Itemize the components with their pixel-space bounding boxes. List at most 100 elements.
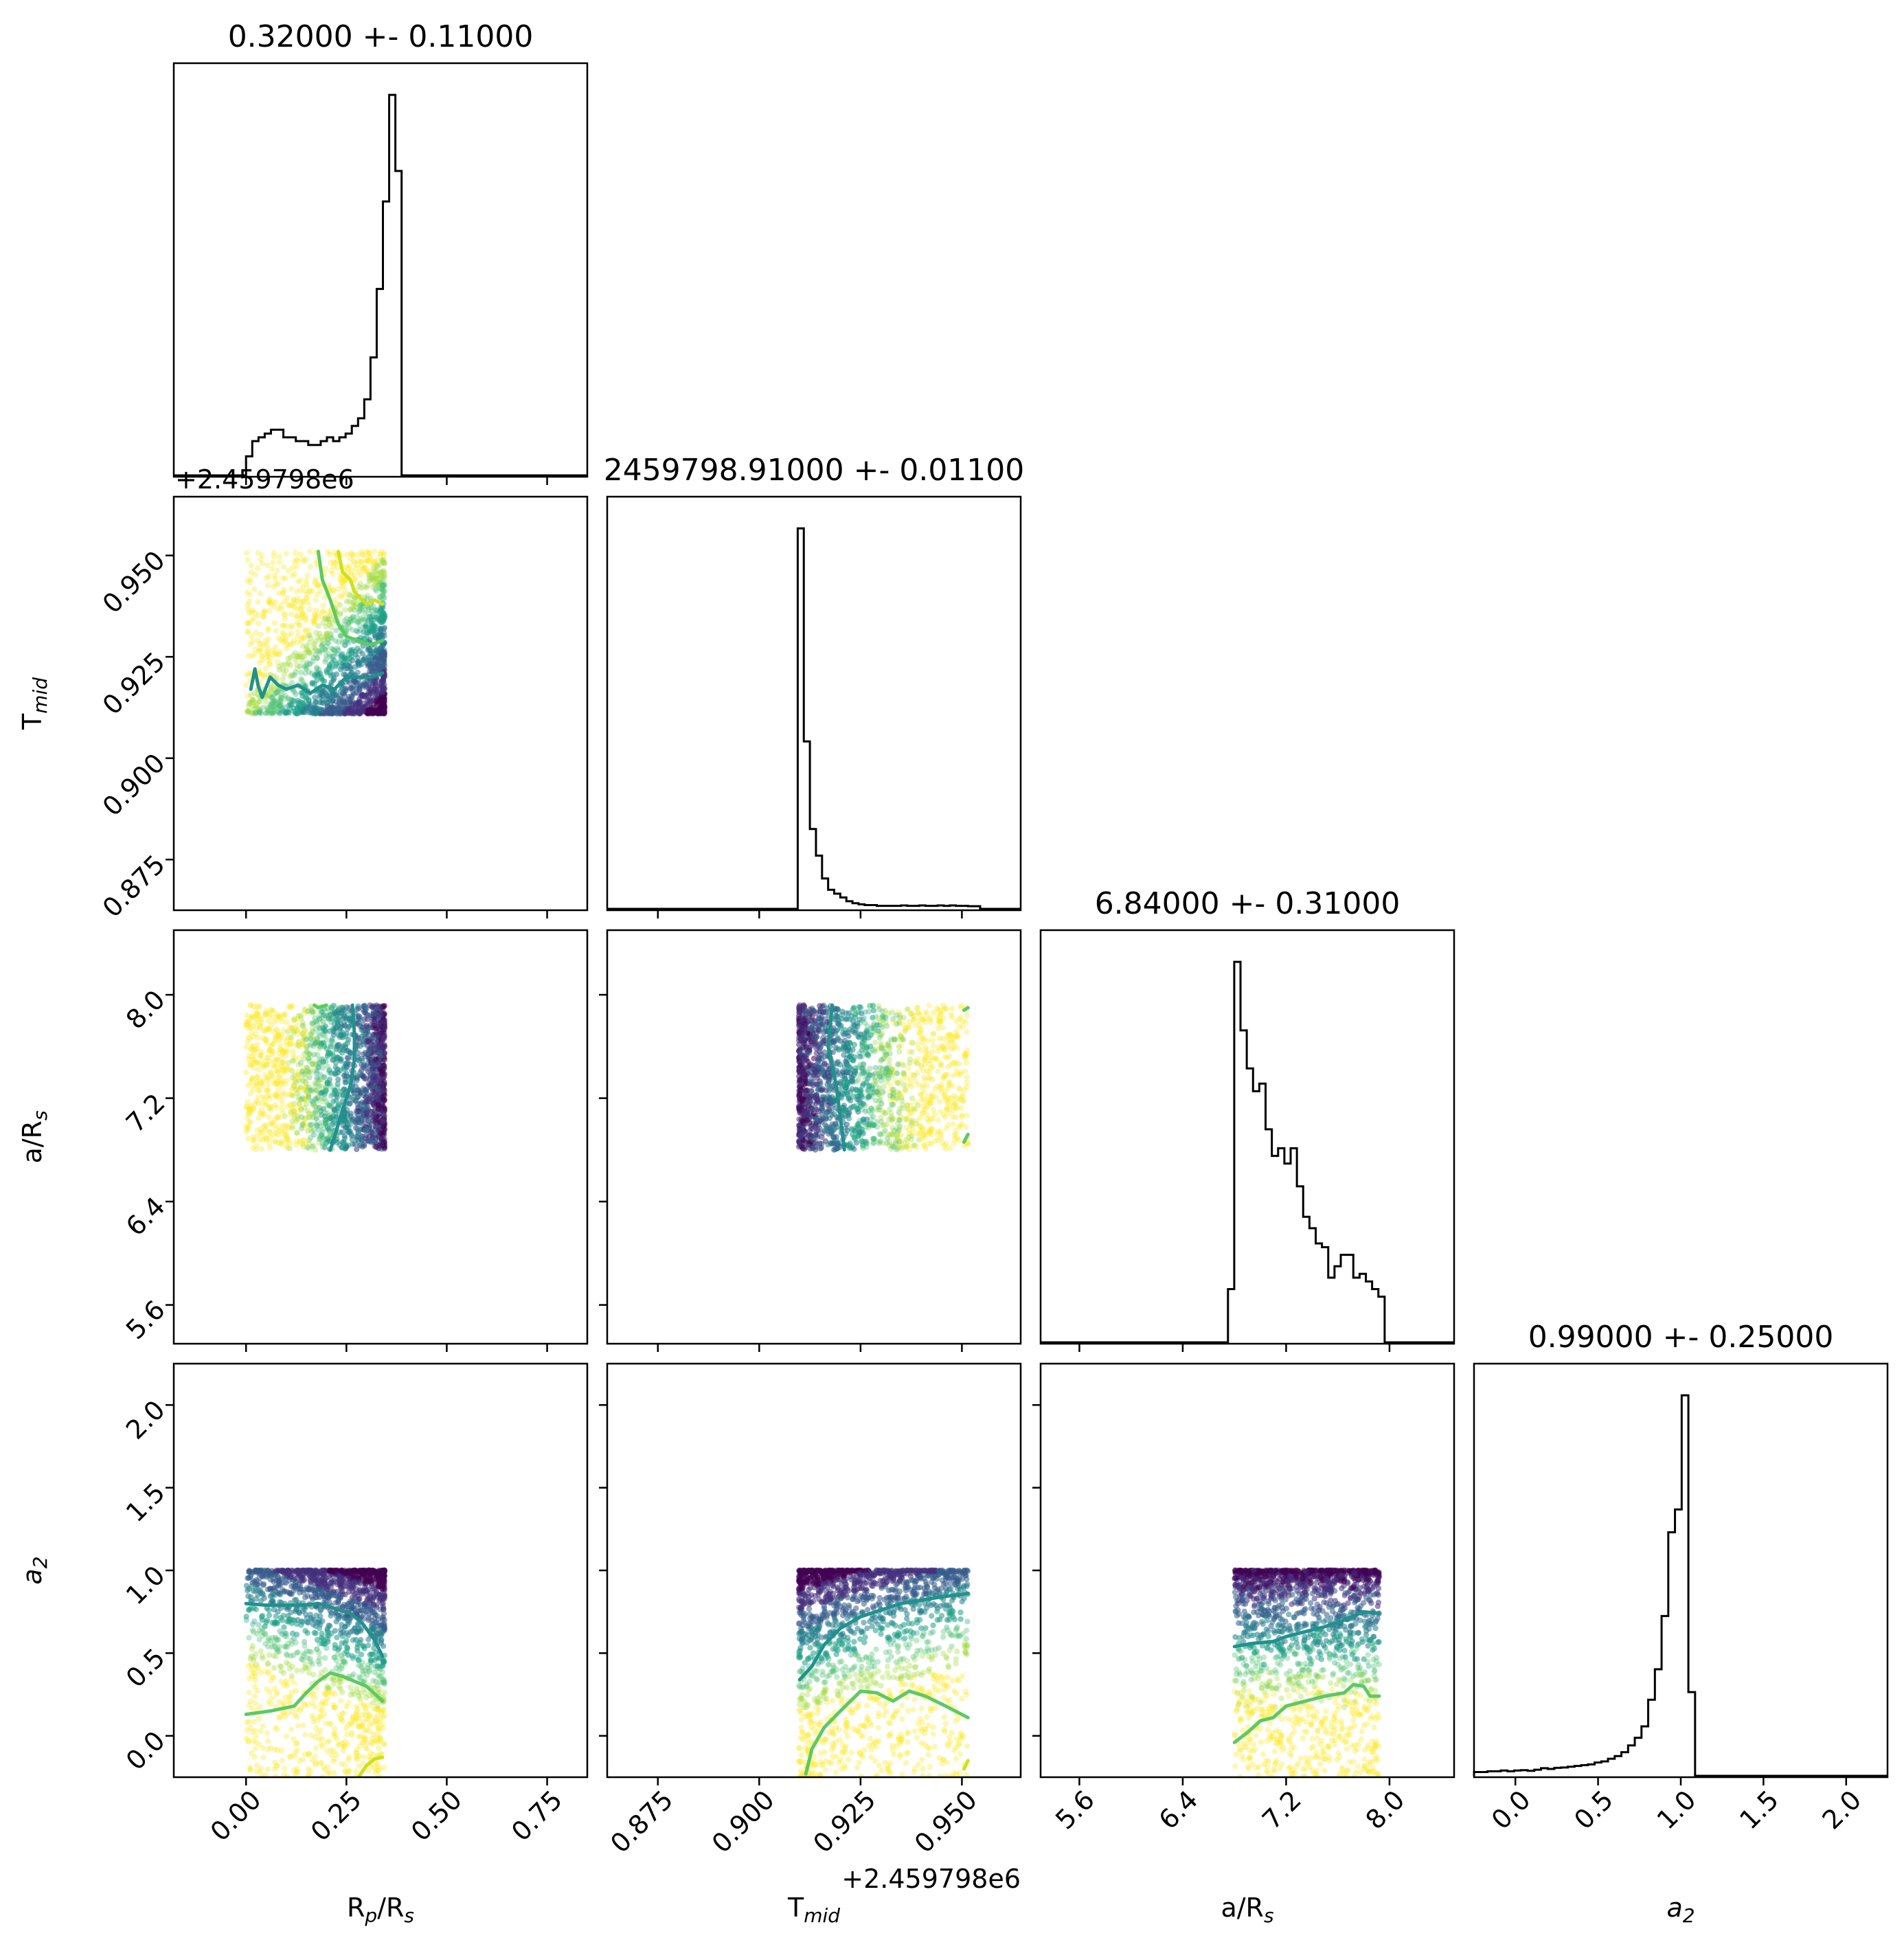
scatter-point (246, 1105, 253, 1112)
scatter-point (876, 1070, 883, 1076)
scatter-point (957, 1004, 964, 1011)
scatter-point (245, 1022, 251, 1028)
scatter-point (359, 559, 365, 565)
scatter-point (270, 1048, 276, 1055)
scatter-point (917, 1123, 923, 1129)
scatter-point (897, 1033, 904, 1039)
scatter-point (354, 618, 360, 624)
scatter-point (287, 1037, 294, 1044)
scatter-point (291, 1115, 297, 1121)
scatter-point (348, 550, 354, 556)
scatter-point (243, 1044, 250, 1050)
scatter-point (892, 1037, 898, 1044)
scatter-point (337, 710, 344, 717)
scatter-point (358, 559, 364, 565)
scatter-point (321, 1095, 328, 1102)
scatter-point (367, 1002, 373, 1008)
scatter-point (245, 602, 251, 608)
scatter-point (253, 629, 259, 635)
scatter-point (295, 1116, 301, 1123)
scatter-point (345, 621, 351, 627)
scatter-point (889, 1143, 896, 1149)
scatter-point (318, 1090, 324, 1096)
scatter-point (323, 653, 329, 659)
scatter-point (285, 567, 292, 574)
scatter-point (936, 1035, 942, 1041)
scatter-point (313, 607, 319, 613)
scatter-point (877, 1104, 883, 1111)
scatter-point (954, 1033, 961, 1039)
scatter-point (303, 662, 309, 668)
scatter-point (247, 1091, 253, 1097)
scatter-point (248, 569, 255, 576)
scatter-point (302, 616, 308, 622)
scatter-point (310, 1101, 317, 1108)
scatter-point (351, 710, 357, 717)
scatter-point (284, 1144, 291, 1151)
scatter-point (249, 710, 255, 717)
scatter-point (317, 631, 323, 637)
scatter-point (269, 710, 275, 717)
scatter-point (367, 554, 373, 561)
scatter-point (903, 1025, 909, 1031)
scatter-point (319, 1096, 325, 1102)
scatter-point (293, 1130, 300, 1136)
scatter-point (348, 599, 355, 605)
scatter-point (313, 677, 320, 684)
scatter-point (303, 682, 309, 689)
scatter-point (308, 1110, 315, 1117)
scatter-point (295, 653, 301, 659)
scatter-point (317, 1044, 324, 1050)
scatter-point (947, 1080, 953, 1086)
scatter-point (255, 637, 261, 644)
scatter-point (304, 1045, 310, 1051)
scatter-point (308, 1035, 314, 1041)
scatter-point (244, 589, 250, 596)
scatter-point (310, 1009, 317, 1015)
scatter-point (907, 1018, 913, 1025)
scatter-point (286, 659, 292, 666)
scatter-point (922, 1015, 928, 1022)
scatter-point (884, 1071, 891, 1077)
scatter-point (850, 1006, 857, 1013)
scatter-point (284, 1104, 291, 1110)
scatter-point (338, 633, 344, 639)
scatter-point (902, 1028, 908, 1034)
scatter-point (350, 1116, 356, 1123)
scatter-point (309, 1025, 316, 1032)
scatter-point (299, 1064, 306, 1071)
scatter-point (247, 1035, 253, 1042)
scatter-point (289, 1002, 296, 1009)
scatter-point (349, 614, 355, 620)
scatter-point (309, 1021, 316, 1027)
scatter-point (319, 1143, 326, 1150)
scatter-point (884, 1067, 890, 1073)
scatter-point (277, 701, 284, 708)
scatter-point (296, 1101, 302, 1107)
scatter-point (374, 607, 381, 613)
scatter-point (351, 607, 358, 613)
scatter-point (317, 1108, 324, 1114)
scatter-point (370, 612, 376, 618)
scatter-point (953, 1104, 960, 1111)
scatter-point (303, 617, 309, 623)
scatter-point (251, 1013, 258, 1020)
scatter-point (888, 1037, 894, 1043)
scatter-point (940, 1024, 946, 1031)
scatter-point (289, 1091, 295, 1097)
scatter-point (915, 1010, 922, 1016)
scatter-point (328, 1131, 334, 1138)
scatter-point (274, 1032, 281, 1038)
scatter-point (341, 1087, 347, 1093)
scatter-point (359, 1057, 365, 1064)
scatter-point (302, 633, 308, 640)
scatter-point (298, 614, 305, 620)
scatter-point (273, 1026, 280, 1033)
scatter-point (281, 631, 287, 638)
scatter-point (243, 1070, 249, 1076)
scatter-point (301, 709, 307, 715)
scatter-point (290, 652, 296, 659)
scatter-point (255, 1132, 261, 1139)
scatter-point (281, 1011, 287, 1017)
scatter-point (346, 624, 352, 631)
